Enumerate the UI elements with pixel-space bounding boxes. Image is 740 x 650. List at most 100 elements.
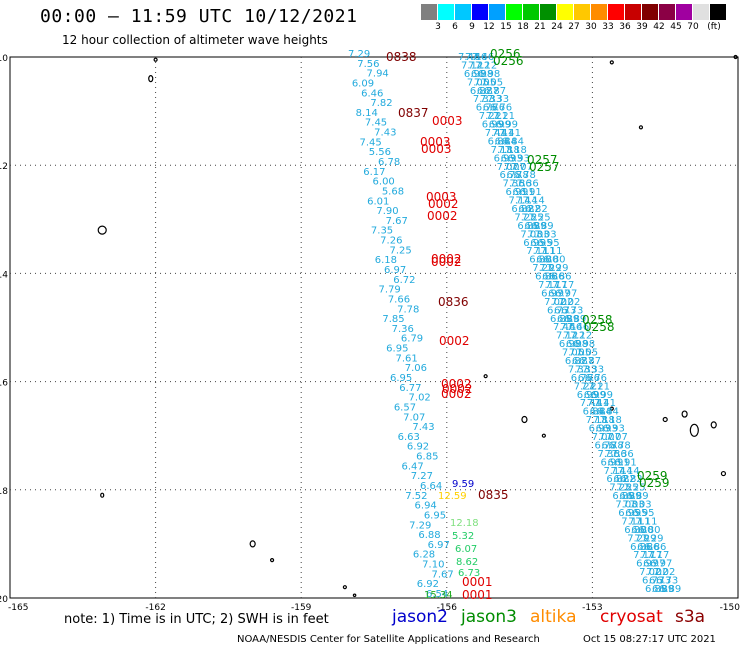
- swh-value: 6.95: [523, 238, 545, 249]
- swh-value: 7.46: [465, 52, 487, 63]
- time-label-cryosat: 0002: [431, 255, 462, 269]
- swh-value: 7.46: [472, 52, 494, 63]
- swh-value: 7.33: [575, 364, 597, 375]
- swh-value: 6.89: [550, 314, 572, 325]
- colorbar-swatch: [472, 4, 489, 20]
- colorbar-swatch: [659, 4, 676, 20]
- swh-value: 6.89: [517, 221, 539, 232]
- swh-value: 6.17: [363, 167, 385, 178]
- swh-value: 6.92: [417, 579, 439, 590]
- swh-value: 6.99: [591, 390, 613, 401]
- time-label-jason3: 0256: [490, 47, 521, 61]
- swh-value: 7.07: [497, 162, 519, 173]
- swh-value: 7.21: [479, 111, 501, 122]
- map-title: 00:00 – 11:59 UTC 10/12/2021: [40, 6, 358, 27]
- swh-value: 7.41: [499, 128, 521, 139]
- swh-value: 7.67: [431, 569, 453, 580]
- time-label-s3a: 0835: [478, 488, 509, 502]
- swh-value: 7.52: [405, 491, 427, 502]
- colorbar-swatch: [574, 4, 591, 20]
- swh-value: 6.78: [602, 440, 624, 451]
- colorbar-label: 36: [619, 22, 631, 32]
- swh-value: 7.45: [365, 118, 387, 129]
- island-outline: [100, 492, 105, 498]
- swh-value: 6.87: [470, 86, 492, 97]
- swh-value: 6.82: [511, 204, 533, 215]
- swh-value: 7.21: [588, 381, 610, 392]
- swh-value: 7.18: [498, 145, 520, 156]
- swh-value: 7.27: [411, 471, 433, 482]
- swh-value: 7.05: [481, 77, 503, 88]
- swh-value-colored: 6.07: [455, 544, 477, 555]
- swh-value: 6.93: [508, 153, 530, 164]
- colorbar-swatch: [523, 4, 540, 20]
- swh-value: 7.11: [635, 516, 657, 527]
- time-label-jason3: 0256: [493, 54, 524, 68]
- swh-value: 6.57: [394, 402, 416, 413]
- swh-value: 6.73: [642, 576, 664, 587]
- swh-value: 7.21: [581, 381, 603, 392]
- swh-value: 7.33: [487, 94, 509, 105]
- colorbar-label: 39: [636, 22, 648, 32]
- swh-value: 6.73: [554, 305, 576, 316]
- time-label-jason3: 0259: [637, 469, 668, 483]
- swh-value: 6.93: [589, 424, 611, 435]
- swh-value: 7.11: [533, 246, 555, 257]
- swh-value: 7.29: [539, 263, 561, 274]
- swh-value: 7.17: [647, 550, 669, 561]
- swh-value: 7.02: [639, 567, 661, 578]
- swh-value: 7.07: [504, 162, 526, 173]
- altimeter-tracks: 7.297.567.946.096.467.828.147.457.437.45…: [348, 47, 681, 602]
- swh-value: 6.78: [500, 170, 522, 181]
- island-outline: [638, 125, 644, 130]
- colorbar-label: 21: [534, 22, 546, 32]
- swh-value: 6.93: [603, 424, 625, 435]
- swh-value: 7.11: [621, 516, 643, 527]
- swh-value: 7.17: [552, 280, 574, 291]
- time-label-jason3: 0257: [529, 160, 560, 174]
- wave-height-colorbar: [421, 4, 727, 20]
- swh-value: 6.76: [476, 103, 498, 114]
- swh-value: 7.03: [629, 500, 651, 511]
- swh-value: 7.29: [627, 533, 649, 544]
- swh-value: 6.76: [483, 103, 505, 114]
- swh-value: 6.99: [482, 120, 504, 131]
- swh-value: 7.36: [598, 449, 620, 460]
- swh-value: 6.76: [578, 373, 600, 384]
- swh-value: 7.14: [515, 196, 537, 207]
- swh-value: 6.97: [643, 559, 665, 570]
- swh-value: 6.82: [525, 204, 547, 215]
- swh-value: 5.68: [382, 186, 404, 197]
- swh-value: 6.76: [571, 373, 593, 384]
- swh-value: 6.97: [555, 288, 577, 299]
- legend-s3a-label: s3a: [675, 607, 706, 627]
- island-outline: [609, 406, 614, 411]
- swh-value: 6.89: [531, 221, 553, 232]
- swh-value: 7.36: [510, 179, 532, 190]
- swh-value: 6.72: [393, 275, 415, 286]
- swh-value: 6.73: [649, 576, 671, 587]
- swh-value: 6.84: [597, 407, 619, 418]
- swh-value: 6.87: [579, 356, 601, 367]
- swh-value: 7.21: [486, 111, 508, 122]
- swh-value: 7.02: [646, 567, 668, 578]
- time-label-jason3: 0257: [527, 153, 558, 167]
- swh-value: 6.77: [399, 383, 421, 394]
- island-outline: [689, 423, 699, 437]
- colorbar-swatch: [540, 4, 557, 20]
- footer-credit: NOAA/NESDIS Center for Satellite Applica…: [237, 634, 540, 645]
- swh-value: 7.02: [544, 297, 566, 308]
- swh-value: 7.36: [605, 449, 627, 460]
- colorbar-swatch: [642, 4, 659, 20]
- colorbar-swatch: [693, 4, 710, 20]
- swh-value: 6.97: [428, 540, 450, 551]
- island-outline: [249, 540, 256, 548]
- swh-value: 7.25: [514, 212, 536, 223]
- colorbar-label: 45: [670, 22, 682, 32]
- swh-value: 6.89: [626, 491, 648, 502]
- time-label-cryosat: 0002: [441, 377, 472, 391]
- swh-value: 6.89: [645, 584, 667, 595]
- swh-value: 7.18: [600, 415, 622, 426]
- swh-value: 6.97: [548, 288, 570, 299]
- lat-tick-label: -10: [0, 54, 8, 64]
